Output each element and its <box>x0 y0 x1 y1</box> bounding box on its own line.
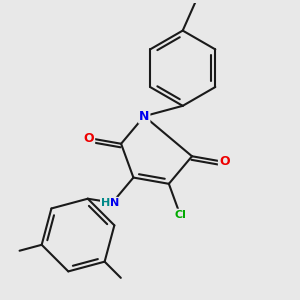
Text: Cl: Cl <box>174 210 186 220</box>
Text: O: O <box>219 155 230 168</box>
Text: O: O <box>84 132 94 145</box>
Text: H: H <box>108 198 117 208</box>
Text: H: H <box>100 198 110 208</box>
Text: N: N <box>110 198 120 208</box>
Text: N: N <box>139 110 149 123</box>
